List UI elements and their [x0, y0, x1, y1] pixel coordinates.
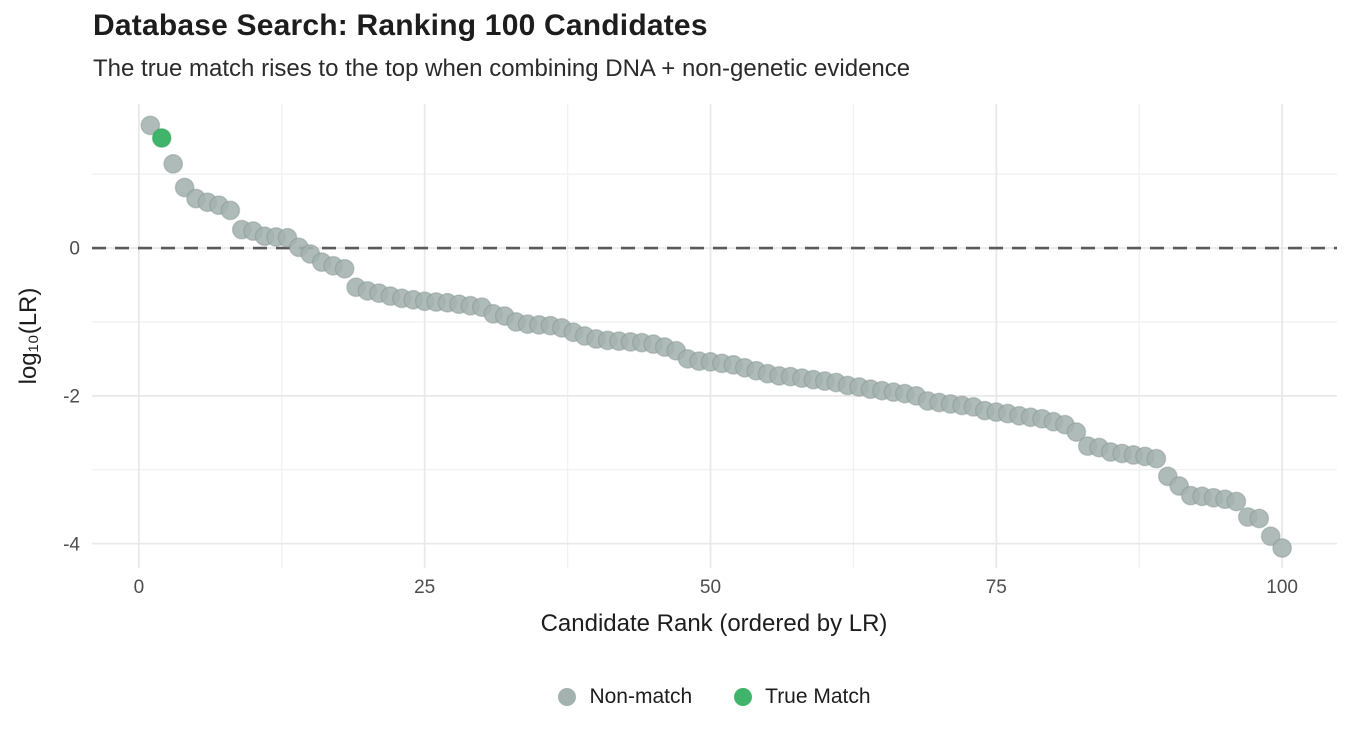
non-match-point: [1249, 508, 1270, 529]
y-axis-title: log₁₀(LR): [15, 288, 42, 385]
legend: Non-match True Match: [92, 685, 1337, 709]
chart-title: Database Search: Ranking 100 Candidates: [93, 9, 708, 42]
x-tick-label: 100: [1266, 577, 1298, 598]
chart-subtitle: The true match rises to the top when com…: [93, 55, 911, 82]
x-tick-label: 25: [414, 577, 435, 598]
non-match-point: [334, 258, 355, 279]
legend-item-nonmatch: Non-match: [558, 685, 692, 709]
non-match-point: [163, 153, 184, 174]
y-axis-tick-labels: 0 -2 -4: [63, 239, 80, 556]
truematch-dot-icon: [734, 688, 753, 706]
non-match-point: [1226, 491, 1247, 512]
y-tick-label: 0: [69, 239, 80, 260]
x-tick-label: 50: [700, 577, 721, 598]
x-tick-label: 0: [134, 577, 145, 598]
legend-truematch-label: True Match: [765, 685, 871, 708]
legend-item-truematch: True Match: [734, 685, 871, 709]
non-match-point: [140, 115, 161, 136]
non-match-point: [174, 177, 195, 198]
x-axis-tick-labels: 0 25 50 75 100: [134, 577, 1298, 598]
x-tick-label: 75: [986, 577, 1007, 598]
non-match-point: [1260, 526, 1281, 547]
nonmatch-dot-icon: [558, 688, 577, 706]
non-match-point: [1146, 448, 1167, 469]
y-tick-label: -4: [63, 534, 80, 555]
x-axis-title: Candidate Rank (ordered by LR): [541, 610, 888, 637]
legend-nonmatch-label: Non-match: [589, 685, 693, 708]
true-match-point: [151, 128, 172, 148]
y-tick-label: -2: [63, 386, 80, 407]
data-points: [140, 115, 1293, 558]
gridlines-minor: [92, 104, 1337, 568]
non-match-point: [1272, 538, 1293, 558]
non-match-point: [1066, 422, 1087, 442]
non-match-point: [220, 200, 241, 221]
